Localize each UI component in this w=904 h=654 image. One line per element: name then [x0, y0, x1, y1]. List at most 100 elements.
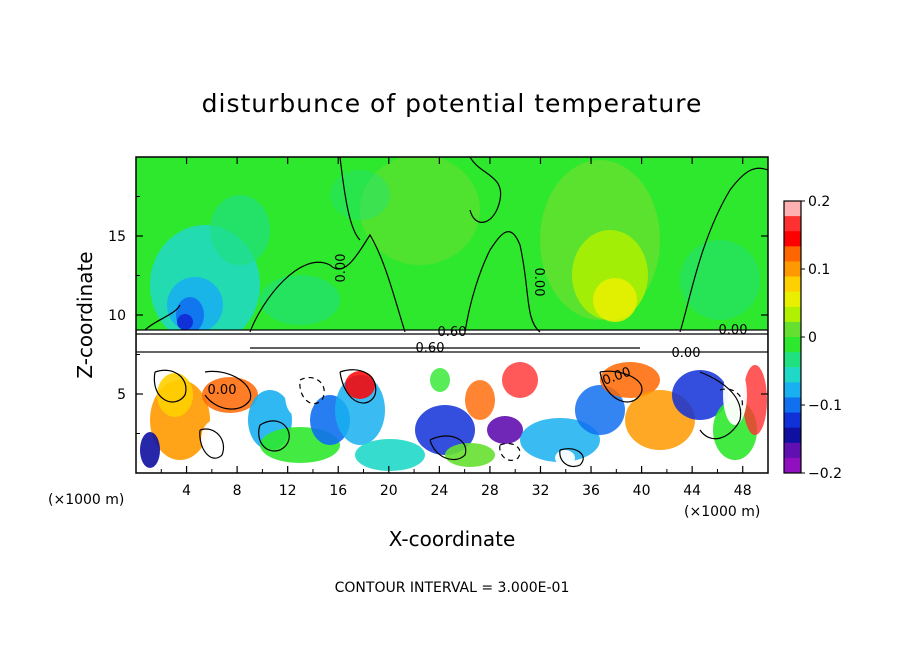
- contour-line: [249, 233, 406, 333]
- colorbar-segment: [784, 397, 801, 414]
- field-blob: [520, 418, 600, 462]
- colorbar-segment: [784, 231, 801, 247]
- colorbar-segment: [784, 246, 801, 262]
- field-blob: [680, 240, 760, 320]
- contour-line: [199, 428, 224, 459]
- colorbar-segment: [784, 306, 801, 323]
- colorbar-segment: [784, 412, 801, 429]
- colorbar-segment: [784, 321, 801, 338]
- colorbar: 0.2 0.1 0 −0.1 −0.2: [783, 194, 842, 482]
- x-axis: 4 8 12 16 20 24 28 32 36 40 44 48: [160, 157, 752, 499]
- x-unit-left: (×1000 m): [48, 492, 124, 508]
- contour-line: [429, 435, 467, 461]
- field-blob: [465, 380, 495, 420]
- contour-line: [339, 369, 377, 404]
- colorbar-segment: [784, 261, 801, 278]
- y-tick-label: 10: [108, 308, 126, 324]
- colorbar-tick-label: 0: [808, 330, 817, 346]
- contour-line-negative: [719, 388, 743, 411]
- x-tick-label: 48: [734, 483, 752, 499]
- contour-line: [469, 157, 502, 223]
- contour-line: [144, 304, 181, 331]
- field-blob: [430, 368, 450, 392]
- contour-label: 0.60: [416, 341, 445, 356]
- field-blob: [260, 275, 340, 325]
- colorbar-segment: [784, 276, 801, 293]
- field-blob: [330, 170, 390, 220]
- field-blob: [415, 405, 475, 455]
- x-tick-label: 44: [683, 483, 701, 499]
- colorbar-segment: [784, 367, 801, 383]
- field-blob: [743, 365, 767, 435]
- field-blob: [210, 195, 270, 265]
- contour-label: 0.00: [719, 323, 748, 338]
- contour-line-negative: [499, 442, 521, 461]
- colorbar-segment: [784, 457, 801, 474]
- field-blob: [390, 363, 430, 387]
- y-axis-label: Z-coordinate: [73, 251, 97, 378]
- contour-label: 0.00: [208, 383, 237, 398]
- x-tick-label: 24: [430, 483, 448, 499]
- colorbar-segment: [784, 352, 801, 368]
- field-blob: [157, 373, 193, 417]
- colorbar-segment: [784, 201, 801, 217]
- contour-line-negative: [299, 377, 325, 405]
- x-tick-label: 4: [182, 483, 191, 499]
- y-tick-label: 5: [117, 387, 126, 403]
- colorbar-tick-label: 0.1: [808, 262, 830, 278]
- contour-label: 0.60: [438, 325, 467, 340]
- contour-line: [679, 167, 768, 333]
- plot-area: 0.000.00 0.000.600.60 0.000.000.00: [136, 157, 768, 473]
- contour-line: [599, 370, 643, 403]
- contour-label: 0.00: [334, 254, 349, 283]
- contour-line: [559, 448, 584, 468]
- field-blob: [202, 377, 258, 413]
- field-blob: [345, 371, 375, 399]
- colorbar-segment: [784, 382, 801, 398]
- field-blob: [575, 385, 625, 435]
- colorbar-segment: [784, 442, 801, 459]
- field-blob: [502, 362, 538, 398]
- x-tick-label: 28: [481, 483, 499, 499]
- colorbar-tick-label: 0.2: [808, 194, 830, 210]
- x-unit-right: (×1000 m): [684, 504, 760, 520]
- contour-labels: 0.000.00 0.000.600.60 0.000.000.00: [208, 254, 748, 398]
- colorbar-segment: [784, 291, 801, 308]
- contour-line: [699, 371, 742, 440]
- contour-label: 0.00: [531, 268, 546, 297]
- field-blob: [201, 420, 229, 460]
- y-tick-label: 15: [108, 229, 126, 245]
- contour-line: [153, 369, 187, 403]
- colorbar-segment: [784, 427, 801, 444]
- field-blob: [672, 370, 728, 420]
- contour-line: [464, 231, 541, 333]
- x-tick-label: 40: [633, 483, 651, 499]
- field-blob: [177, 314, 193, 330]
- colorbar-segment: [784, 337, 801, 353]
- x-tick-label: 36: [582, 483, 600, 499]
- field-blob: [445, 443, 495, 467]
- x-tick-label: 8: [233, 483, 242, 499]
- x-tick-label: 16: [329, 483, 347, 499]
- contour-line: [258, 420, 290, 452]
- contour-line: [204, 370, 252, 410]
- lower-field-blobs: [140, 362, 767, 471]
- field-blob: [355, 439, 425, 471]
- field-blob: [487, 416, 523, 444]
- contour-interval-note: CONTOUR INTERVAL = 3.000E-01: [335, 580, 570, 596]
- x-axis-label: X-coordinate: [389, 527, 516, 551]
- field-blob: [140, 432, 160, 468]
- y-axis: 5 10 15: [108, 196, 768, 434]
- colorbar-tick-label: −0.2: [808, 466, 842, 482]
- field-blob: [600, 362, 660, 398]
- x-tick-label: 20: [380, 483, 398, 499]
- contour-band: [136, 329, 768, 353]
- x-tick-label: 12: [279, 483, 297, 499]
- colorbar-segment: [784, 216, 801, 232]
- chart-title: disturbunce of potential temperature: [202, 89, 703, 118]
- contour-line: [339, 157, 361, 241]
- contour-label: 0.00: [672, 346, 701, 361]
- colorbar-tick-label: −0.1: [808, 398, 842, 414]
- field-blob: [360, 157, 480, 265]
